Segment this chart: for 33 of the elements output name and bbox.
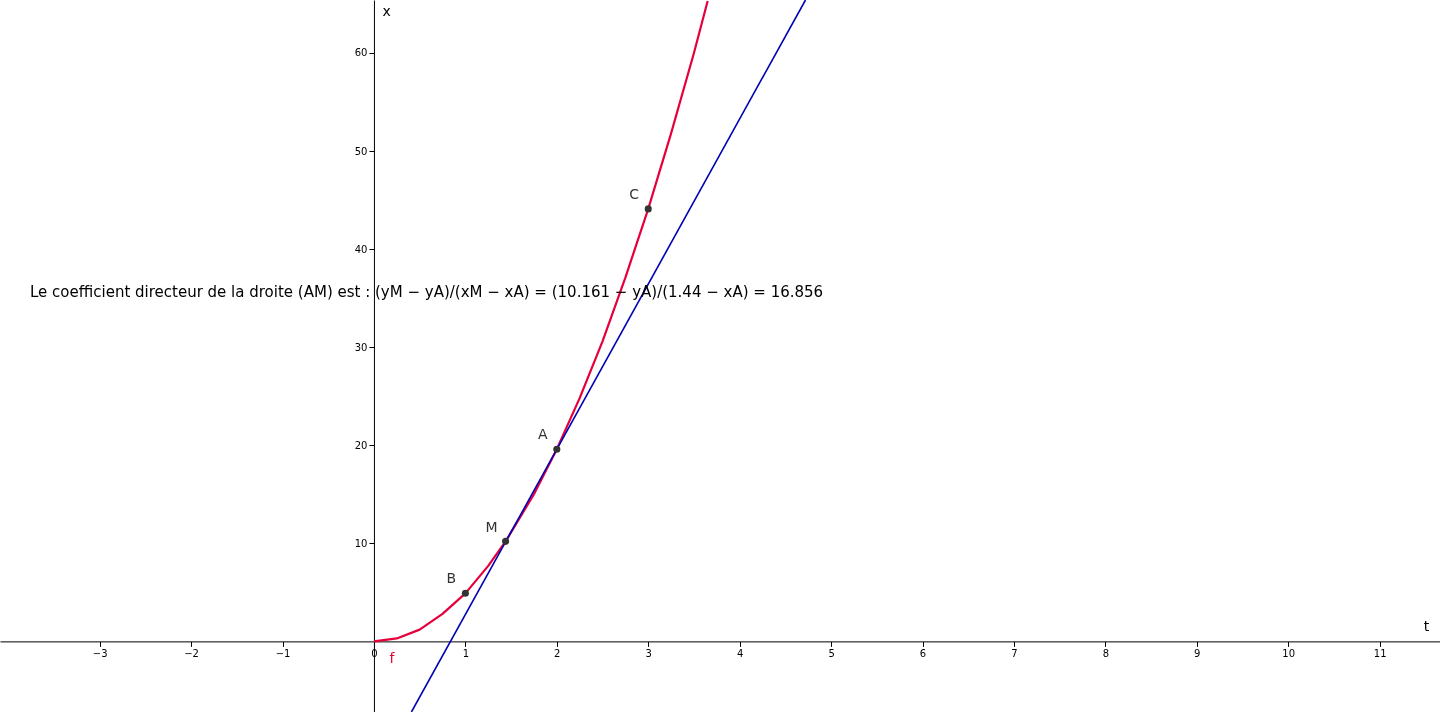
line-series — [372, 0, 709, 643]
x-tick-label: 3 — [645, 647, 652, 659]
point — [644, 205, 652, 213]
x-tick-label: 1 — [462, 647, 470, 659]
point — [502, 537, 510, 545]
y-tick-label: 50 — [354, 145, 368, 157]
x-tick-label: 6 — [919, 647, 927, 659]
x-tick-label: 11 — [1373, 647, 1387, 659]
y-tick-label: 30 — [354, 341, 368, 353]
x-tick-label: 0 — [371, 647, 378, 659]
point — [553, 445, 561, 453]
annotation: A — [538, 426, 549, 443]
x-tick-label: 5 — [828, 647, 835, 659]
x-tick-label: −2 — [184, 647, 199, 659]
x-tick-label: −1 — [275, 647, 291, 659]
x-tick-label: 10 — [1282, 647, 1296, 659]
annotation: B — [446, 570, 457, 587]
annotation: C — [629, 185, 640, 202]
x-tick-label: 7 — [1011, 647, 1018, 659]
x-tick-label: 8 — [1102, 647, 1110, 659]
point — [461, 589, 469, 597]
annotation: M — [485, 518, 498, 535]
x-axis-title: t — [1423, 617, 1430, 634]
y-axis-title: x — [382, 2, 391, 19]
y-tick-label: 20 — [354, 439, 368, 451]
x-tick-label: 9 — [1194, 647, 1201, 659]
x-tick-label: −3 — [92, 647, 108, 659]
y-tick-label: 60 — [354, 47, 368, 59]
series-label: f — [389, 650, 396, 667]
y-tick-label: 10 — [354, 537, 368, 549]
x-tick-label: 2 — [554, 647, 561, 659]
x-tick-label: 4 — [736, 647, 744, 659]
y-tick-label: 40 — [354, 243, 368, 255]
